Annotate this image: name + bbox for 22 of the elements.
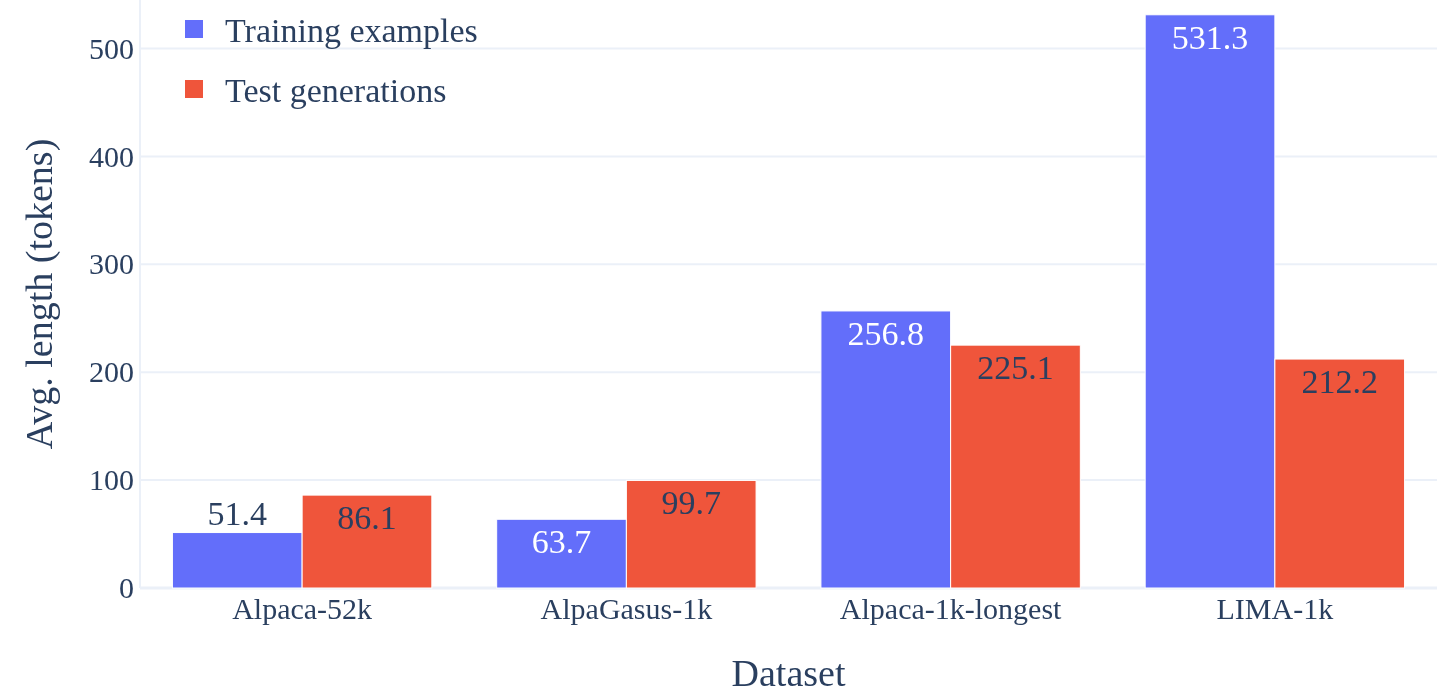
data-label: 531.3 (1171, 18, 1249, 56)
y-tick-label: 500 (89, 31, 134, 65)
data-label: 212.2 (1301, 363, 1378, 401)
legend-label: Training examples (225, 12, 478, 49)
x-tick-label: LIMA-1k (1216, 592, 1334, 626)
legend-label: Test generations (225, 72, 447, 109)
y-tick-label: 100 (89, 463, 134, 497)
y-tick-label: 200 (89, 355, 134, 389)
y-tick-label: 300 (89, 247, 134, 281)
x-tick-label: AlpaGasus-1k (540, 592, 713, 626)
y-tick-label: 400 (89, 139, 134, 173)
data-label: 99.7 (661, 484, 721, 522)
data-label: 63.7 (531, 523, 592, 561)
data-label: 86.1 (337, 499, 397, 537)
data-label: 51.4 (207, 494, 268, 532)
data-label: 225.1 (977, 349, 1054, 387)
x-tick-label: Alpaca-52k (232, 592, 373, 626)
x-axis-title: Dataset (731, 652, 846, 694)
y-axis-title: Avg. length (tokens) (18, 138, 61, 450)
data-label: 256.8 (847, 314, 925, 352)
x-tick-label: Alpaca-1k-longest (839, 592, 1063, 626)
y-tick-label: 0 (119, 571, 134, 605)
